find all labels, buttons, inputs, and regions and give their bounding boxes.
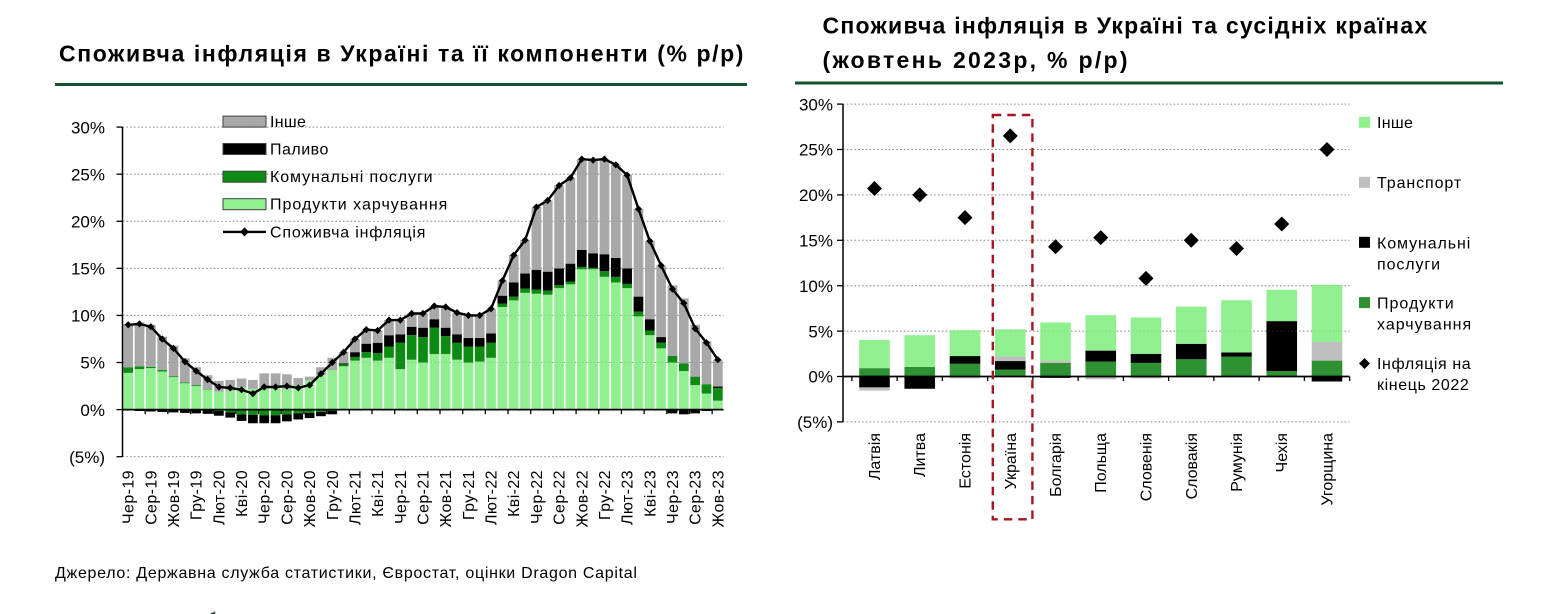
svg-text:Румунія: Румунія	[1229, 433, 1246, 492]
svg-text:Комунальні: Комунальні	[1377, 236, 1471, 253]
svg-text:(жовтень 2023р, % р/р): (жовтень 2023р, % р/р)	[823, 47, 1130, 73]
svg-text:20%: 20%	[799, 186, 833, 205]
svg-text:харчування: харчування	[1377, 317, 1472, 334]
svg-text:Кві-23: Кві-23	[642, 470, 659, 517]
svg-text:20%: 20%	[71, 213, 105, 232]
svg-text:Жов-21: Жов-21	[438, 470, 455, 528]
svg-text:Гру-22: Гру-22	[597, 470, 614, 520]
svg-text:Інфляція на: Інфляція на	[1377, 356, 1471, 373]
svg-text:Паливо: Паливо	[270, 142, 329, 159]
svg-text:Споживча інфляція в Україні та: Споживча інфляція в Україні та її компон…	[59, 41, 745, 67]
svg-text:Словакія: Словакія	[1184, 433, 1201, 499]
svg-text:15%: 15%	[71, 260, 105, 279]
svg-text:Комунальні послуги: Комунальні послуги	[270, 169, 434, 186]
svg-text:Жов-19: Жов-19	[166, 470, 183, 528]
svg-text:30%: 30%	[799, 95, 833, 114]
svg-text:Чер-22: Чер-22	[529, 470, 546, 524]
svg-text:Україна: Україна	[1003, 433, 1020, 490]
svg-text:Споживча інфляція в Україні та: Споживча інфляція в Україні та сусідніх …	[823, 12, 1429, 38]
svg-text:Гру-19: Гру-19	[189, 470, 206, 520]
svg-text:Чер-21: Чер-21	[393, 470, 410, 524]
svg-text:(5%): (5%)	[69, 448, 105, 467]
svg-text:0%: 0%	[808, 368, 833, 387]
svg-text:(5%): (5%)	[797, 413, 833, 432]
svg-text:Угорщина: Угорщина	[1320, 433, 1337, 506]
svg-text:Естонія: Естонія	[958, 433, 975, 489]
svg-text:Джерело: Державна служба стати: Джерело: Державна служба статистики, Євр…	[55, 565, 638, 582]
svg-text:Сер-19: Сер-19	[143, 470, 160, 525]
svg-text:Чер-19: Чер-19	[121, 470, 138, 524]
svg-text:30%: 30%	[71, 118, 105, 137]
svg-text:Латвія: Латвія	[867, 433, 884, 480]
svg-text:Чехія: Чехія	[1274, 433, 1291, 472]
svg-text:Кві-20: Кві-20	[234, 470, 251, 517]
svg-text:Сер-21: Сер-21	[416, 470, 433, 525]
svg-text:10%: 10%	[799, 277, 833, 296]
svg-text:Сер-20: Сер-20	[279, 470, 296, 525]
svg-text:Гру-21: Гру-21	[461, 470, 478, 520]
svg-text:Кві-22: Кві-22	[506, 470, 523, 517]
svg-text:Жов-23: Жов-23	[710, 470, 727, 528]
svg-text:Гру-20: Гру-20	[325, 470, 342, 520]
svg-text:Сер-23: Сер-23	[688, 470, 705, 525]
svg-text:Лют-23: Лют-23	[620, 470, 637, 525]
svg-text:Споживча інфляція: Споживча інфляція	[270, 224, 426, 241]
svg-text:5%: 5%	[80, 354, 105, 373]
svg-text:5%: 5%	[808, 322, 833, 341]
svg-text:25%: 25%	[71, 165, 105, 184]
svg-text:Болгарія: Болгарія	[1048, 433, 1065, 497]
svg-text:Продукти харчування: Продукти харчування	[270, 197, 448, 214]
svg-text:Лют-22: Лют-22	[484, 470, 501, 525]
svg-text:0%: 0%	[80, 401, 105, 420]
svg-text:10%: 10%	[71, 307, 105, 326]
svg-text:Продукти: Продукти	[1377, 296, 1455, 313]
svg-text:кінець 2022: кінець 2022	[1377, 377, 1469, 394]
svg-text:Польща: Польща	[1093, 433, 1110, 493]
svg-text:15%: 15%	[799, 232, 833, 251]
svg-text:Лют-21: Лют-21	[348, 470, 365, 525]
svg-text:Жов-22: Жов-22	[574, 470, 591, 528]
svg-text:Інше: Інше	[1377, 115, 1413, 132]
svg-text:Чер-23: Чер-23	[665, 470, 682, 524]
svg-text:Чер-20: Чер-20	[257, 470, 274, 524]
svg-text:Транспорт: Транспорт	[1377, 175, 1462, 192]
svg-text:Сер-22: Сер-22	[552, 470, 569, 525]
svg-text:послуги: послуги	[1377, 257, 1441, 274]
svg-text:Лют-20: Лют-20	[211, 470, 228, 525]
svg-text:Кві-21: Кві-21	[370, 470, 387, 517]
svg-text:Словенія: Словенія	[1139, 433, 1156, 501]
svg-text:Інше: Інше	[270, 114, 306, 131]
svg-text:Литва: Литва	[912, 433, 929, 477]
svg-text:25%: 25%	[799, 141, 833, 160]
svg-text:Жов-20: Жов-20	[302, 470, 319, 528]
